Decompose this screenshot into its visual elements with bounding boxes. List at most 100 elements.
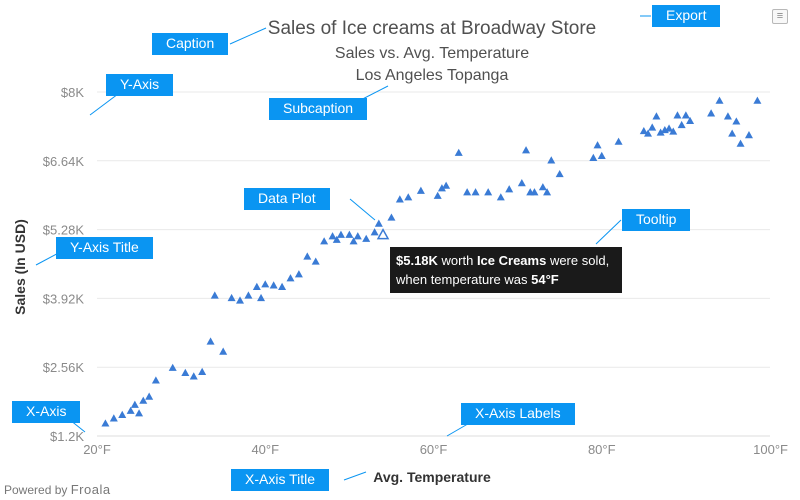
x-axis-labels-callout: X-Axis Labels <box>461 403 575 425</box>
data-point <box>437 184 446 192</box>
highlighted-data-point <box>376 228 390 240</box>
data-point <box>181 368 190 376</box>
tooltip-value: $5.18K <box>396 253 438 268</box>
y-axis: $1.2K $2.56K $3.92K $5.28K $6.64K $8K <box>43 85 85 444</box>
data-point <box>416 186 425 194</box>
data-point <box>648 123 657 131</box>
tooltip-callout: Tooltip <box>622 209 691 231</box>
data-point <box>669 127 678 135</box>
data-point <box>538 183 547 191</box>
tooltip-product: Ice Creams <box>476 253 547 268</box>
data-point <box>109 414 118 422</box>
data-point <box>151 376 160 384</box>
y-tick-label: $2.56K <box>43 360 85 375</box>
data-point <box>320 237 329 245</box>
data-point <box>681 111 690 119</box>
tooltip-text-2: were sold, <box>546 253 610 268</box>
data-point <box>101 419 110 427</box>
tooltip-temp: 54°F <box>531 272 559 287</box>
data-point <box>517 179 526 187</box>
chart-subtitle-2: Los Angeles Topanga <box>356 67 509 84</box>
caption-callout: Caption <box>152 33 229 55</box>
data-point <box>522 146 531 154</box>
y-tick-label: $1.2K <box>50 429 84 444</box>
data-point <box>303 252 312 260</box>
y-tick-label: $3.92K <box>43 291 85 306</box>
y-axis-callout: Y-Axis <box>106 74 174 96</box>
data-point <box>442 181 451 189</box>
data-point <box>286 274 295 282</box>
data-point <box>269 281 278 289</box>
data-point <box>665 124 674 132</box>
chart-subtitle-1: Sales vs. Avg. Temperature <box>335 45 529 62</box>
data-point <box>189 372 198 380</box>
tooltip-line-2: when temperature was 54°F <box>396 270 616 289</box>
data-point <box>219 347 228 355</box>
export-menu-button[interactable]: ≡ <box>772 9 788 24</box>
data-point <box>278 282 287 290</box>
data-point <box>639 126 648 135</box>
data-point <box>118 410 127 418</box>
powered-by: Powered by Froala <box>4 482 111 497</box>
y-tick-label: $8K <box>61 85 84 100</box>
data-point <box>530 188 539 196</box>
data-point <box>126 406 135 414</box>
data-point <box>736 139 745 147</box>
data-point <box>336 230 345 238</box>
data-point <box>374 219 383 227</box>
froala-logo[interactable]: Froala <box>70 482 111 497</box>
data-point <box>463 188 472 196</box>
data-point <box>555 169 564 178</box>
data-point <box>349 237 358 245</box>
y-tick-label: $6.64K <box>43 154 85 169</box>
data-point <box>328 232 337 240</box>
data-point <box>677 120 686 129</box>
data-point <box>130 400 139 408</box>
tooltip-text-3: when temperature was <box>396 272 532 287</box>
data-point <box>686 116 695 125</box>
chart-title: Sales of Ice creams at Broadway Store <box>268 18 596 39</box>
menu-icon: ≡ <box>776 10 784 22</box>
data-point <box>732 117 741 125</box>
data-point <box>753 96 762 104</box>
data-point <box>362 234 371 242</box>
data-point <box>370 228 379 236</box>
data-point <box>261 280 270 288</box>
x-tick-label: 100°F <box>753 442 788 457</box>
data-point <box>210 291 219 299</box>
data-point <box>484 188 493 196</box>
data-point <box>206 337 215 345</box>
x-tick-label: 60°F <box>420 442 448 457</box>
x-tick-label: 80°F <box>588 442 616 457</box>
data-point <box>723 112 732 120</box>
data-point <box>656 128 665 136</box>
data-point <box>135 409 144 417</box>
data-point <box>257 293 266 302</box>
tooltip-line-1: $5.18K worth Ice Creams were sold, <box>396 251 616 270</box>
data-point <box>345 230 354 238</box>
data-point <box>543 188 552 196</box>
data-point <box>433 191 442 199</box>
x-axis-title-callout: X-Axis Title <box>231 469 330 491</box>
data-point <box>168 363 177 371</box>
data-point <box>614 137 623 145</box>
y-axis-title-callout: Y-Axis Title <box>56 237 153 259</box>
data-point <box>715 96 724 104</box>
subcaption-callout: Subcaption <box>269 98 368 120</box>
callout-leader <box>595 219 622 245</box>
y-tick-label: $5.28K <box>43 223 85 238</box>
data-point <box>311 257 320 265</box>
data-point <box>593 141 602 149</box>
x-axis: 20°F 40°F 60°F 80°F 100°F <box>83 442 788 457</box>
data-point <box>353 232 362 240</box>
data-point <box>589 153 598 161</box>
data-plot-callout: Data Plot <box>244 188 330 210</box>
powered-by-label: Powered by <box>4 483 68 497</box>
data-point <box>707 109 716 117</box>
grid <box>97 91 770 437</box>
y-axis-title: Sales (In USD) <box>12 219 28 315</box>
data-point <box>198 367 207 375</box>
data-point <box>236 296 245 304</box>
x-axis-title: Avg. Temperature <box>373 469 491 485</box>
